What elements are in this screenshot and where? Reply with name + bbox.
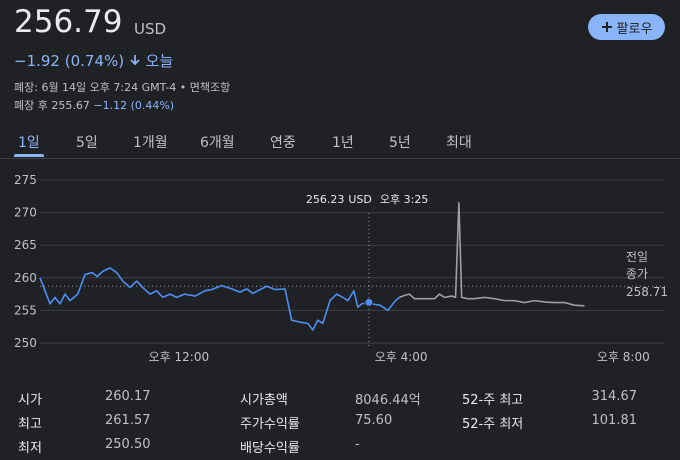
stat-label: 배당수익률 (240, 441, 300, 456)
prev-close-label: 전일 (626, 250, 648, 264)
range-tab[interactable]: 5일 (76, 135, 98, 151)
range-tab[interactable]: 5년 (389, 135, 411, 151)
stat-label: 주가수익률 (240, 417, 300, 432)
close-info: 폐장: 6월 14일 오후 7:24 GMT-4 • 면책조항 (14, 81, 231, 94)
change: −1.92 (0.74%) 오늘 (14, 50, 173, 71)
stat-label: 최저 (18, 441, 42, 456)
stat-value: 261.57 (105, 413, 151, 428)
range-tab[interactable]: 최대 (446, 135, 472, 151)
range-tab[interactable]: 1년 (332, 135, 354, 151)
price-line (399, 202, 585, 307)
stat-value: 75.60 (355, 413, 393, 428)
hover-point (364, 297, 374, 307)
tooltip-currency: USD (348, 193, 372, 206)
tooltip-price: 256.23 (306, 193, 345, 206)
y-tick-label: 275 (14, 173, 37, 187)
x-tick-label: 오후 4:00 (375, 350, 428, 364)
stat-value: 314.67 (591, 389, 638, 404)
x-tick-label: 오후 8:00 (597, 350, 650, 364)
y-tick-label: 250 (14, 336, 37, 350)
change-value: −1.92 (0.74%) (14, 52, 125, 70)
range-tab[interactable]: 1개월 (133, 135, 168, 151)
tooltip-box (300, 188, 435, 210)
y-tick-label: 260 (14, 271, 37, 285)
down-arrow (130, 55, 140, 66)
prev-close-value: 258.71 (626, 285, 668, 299)
y-tick-label: 265 (14, 238, 37, 252)
stat-label: 최고 (18, 417, 42, 432)
y-tick-label: 255 (14, 303, 37, 317)
stat-label: 52-주 최고 (462, 393, 524, 408)
after-change: −1.12 (0.44%) (93, 99, 175, 112)
currency: USD (134, 20, 167, 38)
range-tab[interactable]: 6개월 (200, 135, 235, 151)
after-hours: 폐장 후 255.67 −1.12 (0.44%) (14, 97, 174, 113)
stat-value: 8046.44억 (355, 393, 421, 408)
stat-label: 52-주 최저 (462, 417, 524, 432)
stat-value: 260.17 (105, 389, 151, 404)
stat-value: - (355, 437, 360, 452)
stat-value: 250.50 (105, 437, 151, 452)
y-tick-label: 270 (14, 206, 37, 220)
range-tab[interactable]: 연중 (270, 135, 296, 151)
plus-icon (601, 22, 612, 32)
follow-button[interactable]: 팔로우 (588, 14, 665, 40)
stat-label: 시가 (18, 393, 42, 408)
stat-label: 시가총액 (240, 393, 288, 408)
range-tab[interactable]: 1일 (14, 132, 44, 157)
follow-label: 팔로우 (616, 21, 653, 37)
prev-close-label: 종가 (626, 267, 648, 281)
x-tick-label: 오후 12:00 (149, 350, 209, 364)
price-line (39, 267, 400, 331)
price: 256.79 (14, 4, 123, 40)
stat-value: 101.81 (591, 413, 638, 428)
range-tabs: 1일 5일 1개월 6개월 연중 1년 5년 최대 (0, 128, 680, 159)
chart: 250 255 260 265 270 275 오후 12:00 오후 4:00 오후 8:00… (14, 173, 668, 364)
after-price: 255.67 (51, 99, 90, 112)
tooltip: 256.23 USD 오후 3:25 (306, 193, 428, 206)
tooltip-time: 오후 3:25 (380, 193, 428, 206)
period: 오늘 (145, 52, 174, 70)
after-label: 폐장 후 (14, 99, 48, 112)
